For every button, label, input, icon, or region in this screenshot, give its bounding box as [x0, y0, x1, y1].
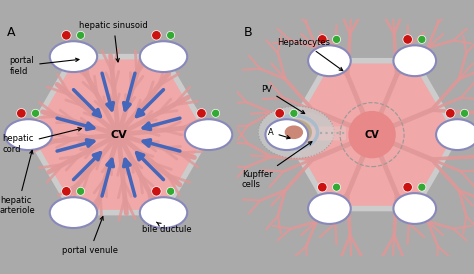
Circle shape [17, 109, 26, 118]
Circle shape [403, 182, 412, 192]
Circle shape [152, 187, 161, 196]
Ellipse shape [5, 119, 52, 150]
Circle shape [348, 111, 396, 158]
Circle shape [418, 183, 426, 191]
Circle shape [290, 109, 298, 117]
Circle shape [275, 109, 284, 118]
Text: Hepatocytes: Hepatocytes [277, 38, 343, 71]
Ellipse shape [308, 193, 351, 224]
Ellipse shape [140, 41, 187, 72]
Ellipse shape [285, 126, 302, 138]
Circle shape [166, 187, 174, 195]
Text: A: A [268, 128, 290, 139]
Ellipse shape [50, 41, 97, 72]
Circle shape [418, 35, 426, 44]
Ellipse shape [185, 119, 232, 150]
Text: CV: CV [110, 130, 127, 140]
Ellipse shape [393, 193, 436, 224]
FancyBboxPatch shape [299, 126, 346, 141]
Ellipse shape [436, 119, 474, 150]
Circle shape [62, 187, 71, 196]
Polygon shape [287, 61, 457, 209]
Text: portal
field: portal field [9, 56, 79, 76]
Ellipse shape [265, 119, 308, 150]
Ellipse shape [277, 120, 310, 144]
Text: bile ductule: bile ductule [142, 222, 192, 234]
Text: B: B [244, 25, 253, 39]
Text: portal venule: portal venule [62, 217, 118, 255]
Circle shape [197, 109, 206, 118]
Ellipse shape [282, 124, 306, 141]
Circle shape [62, 31, 71, 40]
Text: Kupffer
cells: Kupffer cells [242, 142, 312, 189]
Circle shape [211, 109, 220, 117]
Circle shape [152, 31, 161, 40]
Ellipse shape [258, 106, 334, 158]
Ellipse shape [140, 197, 187, 228]
Circle shape [77, 31, 84, 39]
Polygon shape [28, 57, 209, 213]
Circle shape [318, 35, 327, 44]
Circle shape [333, 35, 340, 44]
Ellipse shape [308, 45, 351, 76]
Ellipse shape [50, 197, 97, 228]
Ellipse shape [393, 45, 436, 76]
Circle shape [31, 109, 39, 117]
Circle shape [318, 182, 327, 192]
Circle shape [403, 35, 412, 44]
Text: hepatic sinusoid: hepatic sinusoid [79, 21, 148, 62]
Text: hepatic
arteriole: hepatic arteriole [0, 150, 36, 215]
Circle shape [446, 109, 455, 118]
Circle shape [332, 183, 340, 191]
Text: hepatic
cord: hepatic cord [2, 128, 82, 154]
Circle shape [166, 31, 174, 39]
Text: CV: CV [365, 130, 380, 140]
Text: PV: PV [261, 85, 305, 113]
Circle shape [460, 109, 468, 117]
Text: A: A [7, 25, 16, 39]
Circle shape [76, 187, 84, 195]
